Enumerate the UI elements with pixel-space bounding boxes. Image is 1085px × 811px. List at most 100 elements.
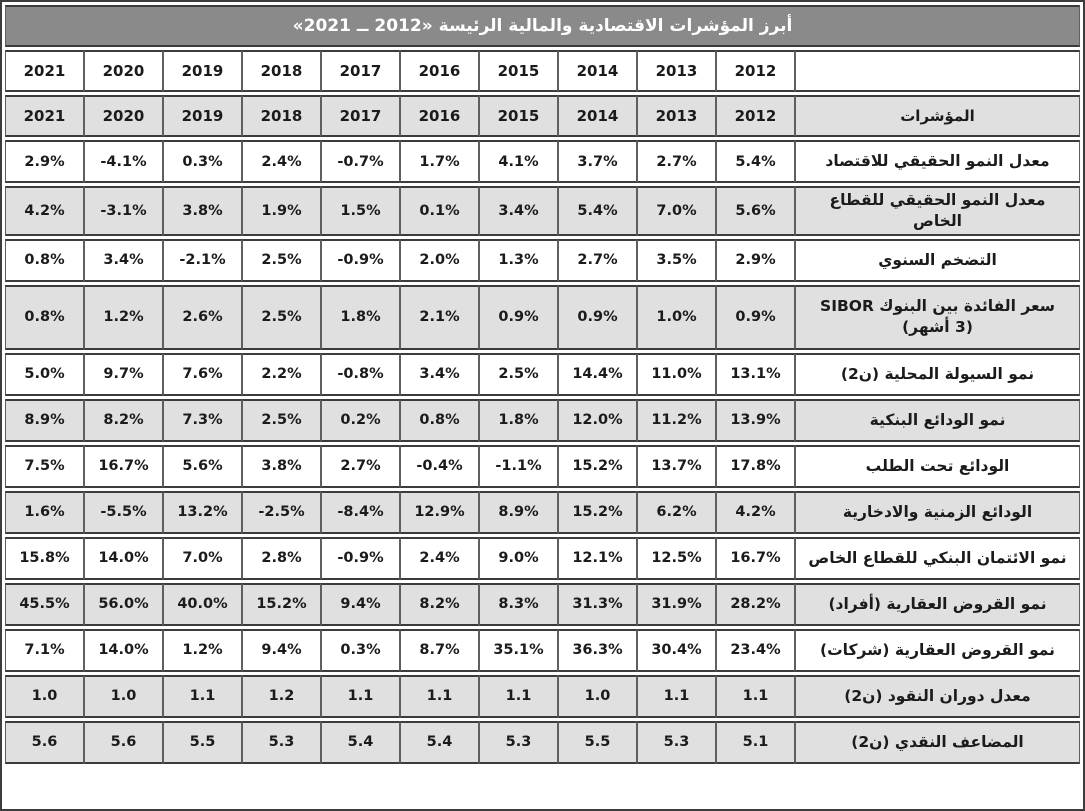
value-cell: -2.5% (242, 490, 321, 534)
value-cell: 1.1 (321, 674, 400, 718)
table-row: 1.0 1.0 1.1 1.2 1.1 1.1 1.1 1.0 1.1 1.1 معدل دوران… (5, 674, 1080, 718)
table-row: 5.6 5.6 5.5 5.3 5.4 5.4 5.3 5.5 5.3 5.1 المضاعف ال… (5, 720, 1080, 764)
value-cell: -3.1% (84, 186, 163, 236)
value-cell: -1.1% (479, 444, 558, 488)
year-header-row-2: 2021 2020 2019 2018 2017 2016 2015 2014 2013 2012… (5, 95, 1080, 137)
table-row: 7.5% 16.7% 5.6% 3.8% 2.7% -0.4% -1.1% 15.2% 13.7… (5, 444, 1080, 488)
row-label: التضخم السنوي (795, 238, 1080, 282)
value-cell: 2.4% (400, 536, 479, 580)
value-cell: 12.9% (400, 490, 479, 534)
table-row: 7.1% 14.0% 1.2% 9.4% 0.3% 8.7% 35.1% 36.3% 30.4%… (5, 628, 1080, 672)
value-cell: -0.7% (321, 140, 400, 183)
value-cell: 5.4 (321, 720, 400, 764)
year-cell: 2017 (321, 50, 400, 92)
value-cell: 5.4% (558, 186, 637, 236)
value-cell: 4.1% (479, 140, 558, 183)
value-cell: 5.6% (716, 186, 795, 236)
year-cell: 2014 (558, 50, 637, 92)
value-cell: 2.7% (321, 444, 400, 488)
value-cell: 3.4% (400, 352, 479, 396)
year-cell: 2019 (163, 50, 242, 92)
row-label: الودائع تحت الطلب (795, 444, 1080, 488)
value-cell: 3.8% (242, 444, 321, 488)
value-cell: 1.2 (242, 674, 321, 718)
table-row: 0.8% 3.4% -2.1% 2.5% -0.9% 2.0% 1.3% 2.7% 3.5% 2.… (5, 238, 1080, 282)
value-cell: 40.0% (163, 582, 242, 626)
value-cell: 5.1 (716, 720, 795, 764)
value-cell: -0.8% (321, 352, 400, 396)
year-cell: 2013 (637, 95, 716, 137)
value-cell: 5.5 (558, 720, 637, 764)
value-cell: 7.0% (163, 536, 242, 580)
table-row: 15.8% 14.0% 7.0% 2.8% -0.9% 2.4% 9.0% 12.1% 12.5… (5, 536, 1080, 580)
value-cell: 45.5% (5, 582, 84, 626)
value-cell: 2.5% (479, 352, 558, 396)
value-cell: 15.2% (558, 444, 637, 488)
value-cell: 7.0% (637, 186, 716, 236)
value-cell: 1.0 (84, 674, 163, 718)
year-cell: 2015 (479, 50, 558, 92)
value-cell: 30.4% (637, 628, 716, 672)
value-cell: 17.8% (716, 444, 795, 488)
value-cell: 8.9% (479, 490, 558, 534)
year-cell: 2015 (479, 95, 558, 137)
value-cell: -0.4% (400, 444, 479, 488)
row-label: المضاعف النقدي (ن2) (795, 720, 1080, 764)
year-cell: 2019 (163, 95, 242, 137)
value-cell: 1.2% (163, 628, 242, 672)
value-cell: 1.1 (637, 674, 716, 718)
value-cell: 5.3 (479, 720, 558, 764)
value-cell: 3.8% (163, 186, 242, 236)
indicators-header-cell: المؤشرات (795, 95, 1080, 137)
value-cell: 5.4% (716, 140, 795, 183)
row-label: معدل دوران النقود (ن2) (795, 674, 1080, 718)
year-cell: 2018 (242, 95, 321, 137)
title-row: أبرز المؤشرات الاقتصادية والمالية الرئيس… (5, 5, 1080, 47)
value-cell: 0.8% (5, 284, 84, 350)
value-cell: 28.2% (716, 582, 795, 626)
value-cell: 0.8% (400, 398, 479, 442)
value-cell: 15.2% (242, 582, 321, 626)
value-cell: 1.6% (5, 490, 84, 534)
value-cell: 1.3% (479, 238, 558, 282)
value-cell: 2.5% (242, 284, 321, 350)
value-cell: 11.0% (637, 352, 716, 396)
value-cell: 1.7% (400, 140, 479, 183)
table-row: 5.0% 9.7% 7.6% 2.2% -0.8% 3.4% 2.5% 14.4% 11.0% 1… (5, 352, 1080, 396)
year-cell: 2012 (716, 50, 795, 92)
value-cell: 13.2% (163, 490, 242, 534)
value-cell: 5.6 (5, 720, 84, 764)
year-cell: 2021 (5, 95, 84, 137)
value-cell: 3.4% (84, 238, 163, 282)
value-cell: 12.5% (637, 536, 716, 580)
value-cell: 36.3% (558, 628, 637, 672)
value-cell: 0.2% (321, 398, 400, 442)
table-title: أبرز المؤشرات الاقتصادية والمالية الرئيس… (5, 5, 1080, 47)
table-row: 4.2% -3.1% 3.8% 1.9% 1.5% 0.1% 3.4% 5.4% 7.0% 5.6… (5, 186, 1080, 236)
value-cell: -2.1% (163, 238, 242, 282)
value-cell: 0.9% (716, 284, 795, 350)
year-header-row-1: 2021 2020 2019 2018 2017 2016 2015 2014 2013 2012 (5, 50, 1080, 92)
value-cell: 3.5% (637, 238, 716, 282)
value-cell: 1.0% (637, 284, 716, 350)
row-label: معدل النمو الحقيقي للقطاع الخاص (795, 186, 1080, 236)
value-cell: 1.1 (716, 674, 795, 718)
value-cell: 1.0 (5, 674, 84, 718)
value-cell: 7.3% (163, 398, 242, 442)
value-cell: 35.1% (479, 628, 558, 672)
value-cell: 12.0% (558, 398, 637, 442)
empty-header-cell (795, 50, 1080, 92)
year-cell: 2013 (637, 50, 716, 92)
value-cell: 0.3% (321, 628, 400, 672)
value-cell: 3.4% (479, 186, 558, 236)
value-cell: 8.7% (400, 628, 479, 672)
value-cell: 2.9% (716, 238, 795, 282)
value-cell: 14.0% (84, 536, 163, 580)
value-cell: 4.2% (5, 186, 84, 236)
value-cell: 2.2% (242, 352, 321, 396)
value-cell: 5.4 (400, 720, 479, 764)
value-cell: 5.6% (163, 444, 242, 488)
value-cell: 13.9% (716, 398, 795, 442)
value-cell: 2.6% (163, 284, 242, 350)
